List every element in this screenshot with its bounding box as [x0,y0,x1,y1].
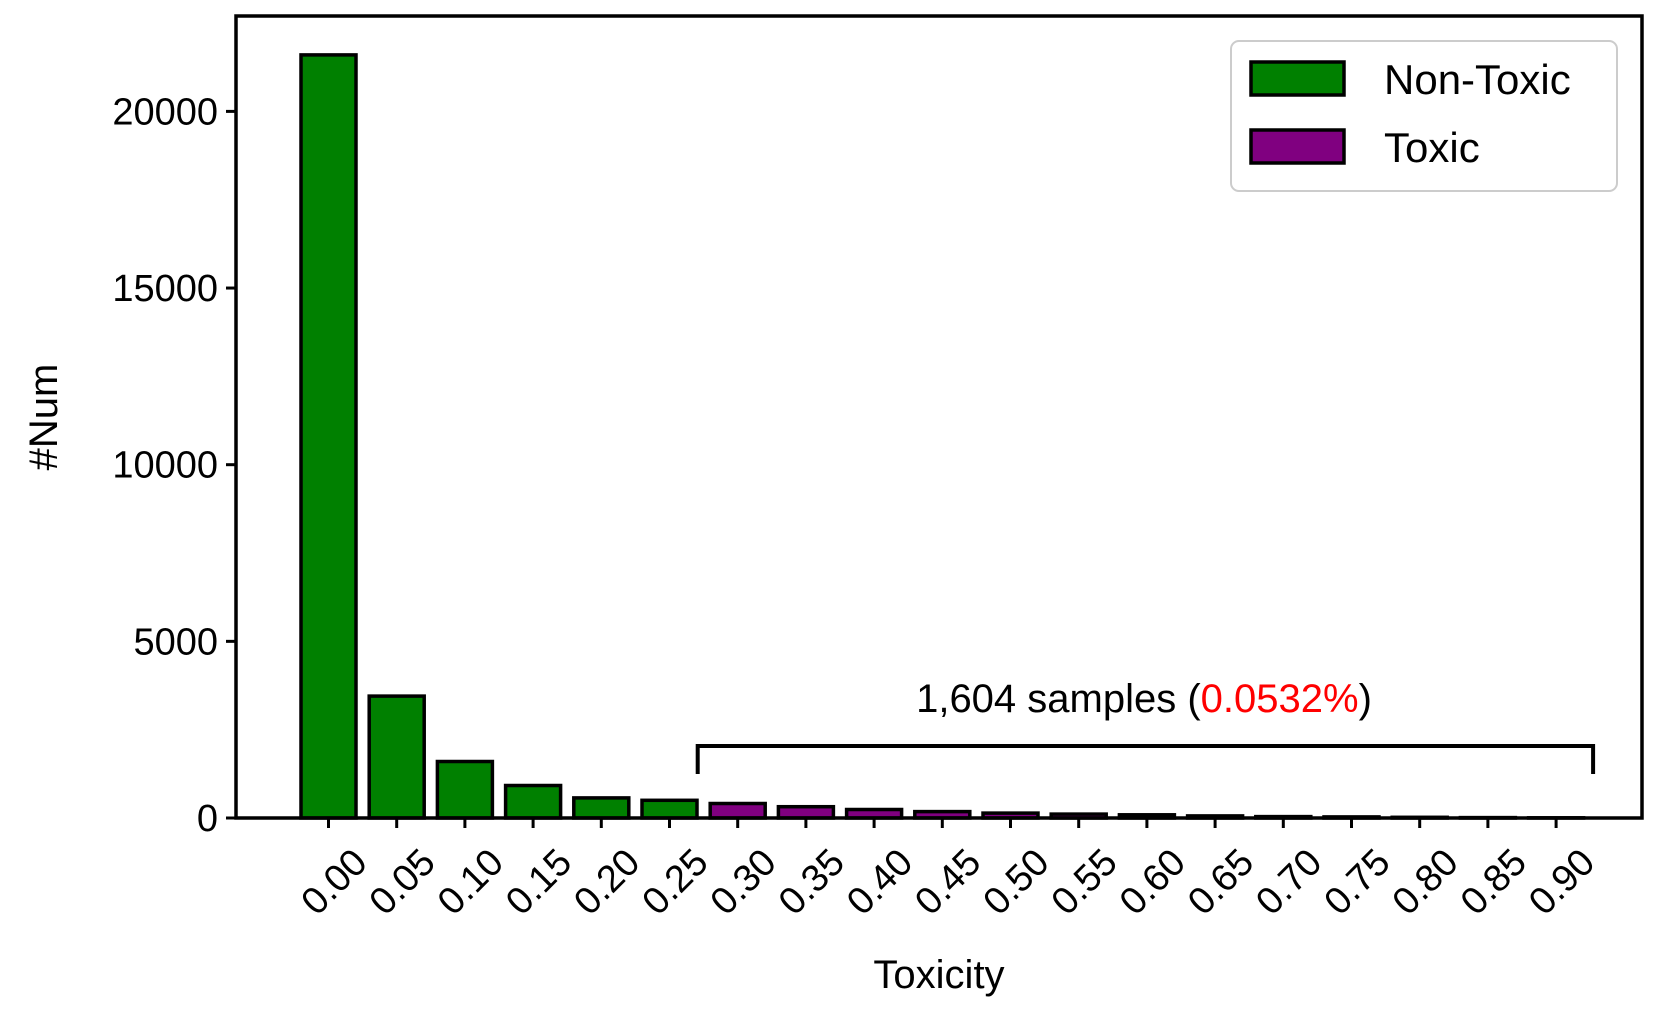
bar-non-toxic-0.20 [572,796,631,820]
x-tick-label: 0.65 [1180,841,1262,923]
x-tick-label: 0.75 [1317,841,1399,923]
x-tick-label: 0.50 [976,841,1058,923]
bar-non-toxic-0.05 [367,694,426,820]
legend-swatch-toxic [1249,128,1346,165]
y-tick-label: 0 [197,798,218,840]
x-axis: 0.000.050.100.150.200.250.300.350.400.45… [294,818,1603,923]
x-tick-label: 0.85 [1453,841,1535,923]
annotation-text: 1,604 samples (0.0532%) [916,677,1372,721]
bar-toxic-0.30 [708,801,767,820]
bar-non-toxic-0.00 [299,53,358,820]
y-tick-label: 10000 [112,445,218,487]
x-tick-label: 0.35 [771,841,853,923]
y-tick-label: 15000 [112,268,218,310]
x-tick-label: 0.40 [839,841,921,923]
legend-label-non-toxic: Non-Toxic [1384,56,1571,103]
bar-non-toxic-0.10 [435,759,495,820]
x-tick-label: 0.55 [1044,841,1126,923]
x-tick-label: 0.60 [1112,841,1194,923]
plot-frame [234,14,1644,820]
legend-swatch-non-toxic [1249,60,1346,97]
y-tick-label: 20000 [112,91,218,133]
x-tick-label: 0.10 [430,841,512,923]
x-tick-label: 0.05 [362,841,444,923]
bar-non-toxic-0.25 [640,798,699,820]
legend-label-toxic: Toxic [1384,124,1480,171]
x-tick-label: 0.00 [294,841,376,923]
y-axis-label: #Num [22,364,66,471]
x-tick-label: 0.70 [1248,841,1330,923]
y-tick-label: 5000 [133,621,218,663]
annotation-bracket [695,744,1596,774]
annotation: 1,604 samples (0.0532%) [695,677,1596,774]
y-axis: 0 5000 10000 15000 20000 [112,91,236,840]
x-tick-label: 0.90 [1521,841,1603,923]
annotation-percentage: 0.0532% [1201,677,1359,721]
x-tick-label: 0.20 [566,841,648,923]
bars-group [299,53,1586,820]
x-tick-label: 0.45 [907,841,989,923]
x-tick-label: 0.80 [1385,841,1467,923]
x-tick-label: 0.30 [703,841,785,923]
x-tick-label: 0.15 [498,841,580,923]
annotation-suffix: ) [1359,677,1372,721]
bar-non-toxic-0.15 [503,783,563,820]
x-tick-label: 0.25 [635,841,717,923]
annotation-prefix: 1,604 samples ( [916,677,1201,721]
legend: Non-Toxic Toxic [1230,40,1618,192]
x-axis-label: Toxicity [873,953,1004,997]
